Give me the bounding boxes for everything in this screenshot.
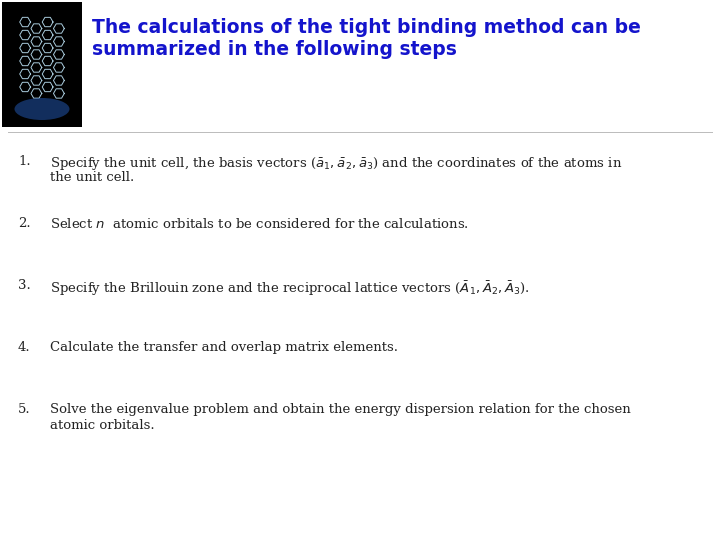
Text: The calculations of the tight binding method can be: The calculations of the tight binding me…: [92, 18, 641, 37]
Text: Solve the eigenvalue problem and obtain the energy dispersion relation for the c: Solve the eigenvalue problem and obtain …: [50, 403, 631, 416]
Text: Calculate the transfer and overlap matrix elements.: Calculate the transfer and overlap matri…: [50, 341, 398, 354]
Text: Specify the Brillouin zone and the reciprocal lattice vectors ($\bar{A}_1, \bar{: Specify the Brillouin zone and the recip…: [50, 279, 530, 298]
Bar: [2, 2, 82, 127]
Text: 1.: 1.: [18, 155, 31, 168]
Text: the unit cell.: the unit cell.: [50, 171, 134, 184]
Text: atomic orbitals.: atomic orbitals.: [50, 419, 155, 432]
Text: 3.: 3.: [18, 279, 31, 292]
Ellipse shape: [14, 98, 70, 120]
Text: Select $n$  atomic orbitals to be considered for the calculations.: Select $n$ atomic orbitals to be conside…: [50, 217, 469, 231]
Text: 2.: 2.: [18, 217, 31, 230]
Text: 5.: 5.: [18, 403, 31, 416]
Text: summarized in the following steps: summarized in the following steps: [92, 40, 457, 59]
Text: Specify the unit cell, the basis vectors ($\bar{a}_1, \bar{a}_2, \bar{a}_3$) and: Specify the unit cell, the basis vectors…: [50, 155, 622, 172]
Text: 4.: 4.: [18, 341, 31, 354]
